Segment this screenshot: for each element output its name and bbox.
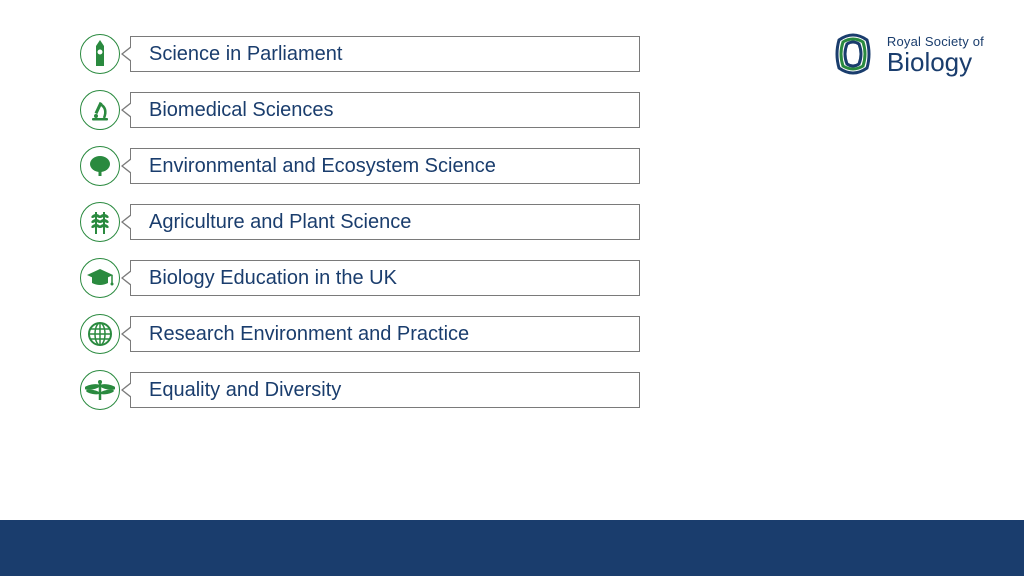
topic-text: Environmental and Ecosystem Science — [149, 155, 496, 178]
topic-label: Biomedical Sciences — [130, 92, 640, 128]
parliament-icon — [80, 34, 120, 74]
graduation-cap-icon — [80, 258, 120, 298]
topic-text: Agriculture and Plant Science — [149, 211, 411, 234]
rsb-logo: Royal Society of Biology — [829, 30, 984, 78]
rsb-logo-mark — [829, 30, 877, 78]
logo-line2: Biology — [887, 49, 984, 75]
topic-row: Research Environment and Practice — [80, 314, 640, 354]
topic-row: Science in Parliament — [80, 34, 640, 74]
topic-label: Agriculture and Plant Science — [130, 204, 640, 240]
topic-row: Agriculture and Plant Science — [80, 202, 640, 242]
topic-label: Equality and Diversity — [130, 372, 640, 408]
wheat-icon — [80, 202, 120, 242]
topic-text: Biology Education in the UK — [149, 267, 397, 290]
globe-icon — [80, 314, 120, 354]
topic-label: Research Environment and Practice — [130, 316, 640, 352]
rsb-logo-text: Royal Society of Biology — [887, 34, 984, 75]
footer-bar — [0, 520, 1024, 576]
tree-icon — [80, 146, 120, 186]
topic-label: Environmental and Ecosystem Science — [130, 148, 640, 184]
topic-text: Research Environment and Practice — [149, 323, 469, 346]
topic-row: Environmental and Ecosystem Science — [80, 146, 640, 186]
topic-text: Biomedical Sciences — [149, 99, 334, 122]
topic-text: Science in Parliament — [149, 43, 342, 66]
topic-label: Biology Education in the UK — [130, 260, 640, 296]
microscope-icon — [80, 90, 120, 130]
dragonfly-icon — [80, 370, 120, 410]
topic-list: Science in Parliament Biomedical Science… — [80, 34, 640, 426]
topic-row: Biology Education in the UK — [80, 258, 640, 298]
topic-label: Science in Parliament — [130, 36, 640, 72]
topic-text: Equality and Diversity — [149, 379, 341, 402]
topic-row: Equality and Diversity — [80, 370, 640, 410]
topic-row: Biomedical Sciences — [80, 90, 640, 130]
